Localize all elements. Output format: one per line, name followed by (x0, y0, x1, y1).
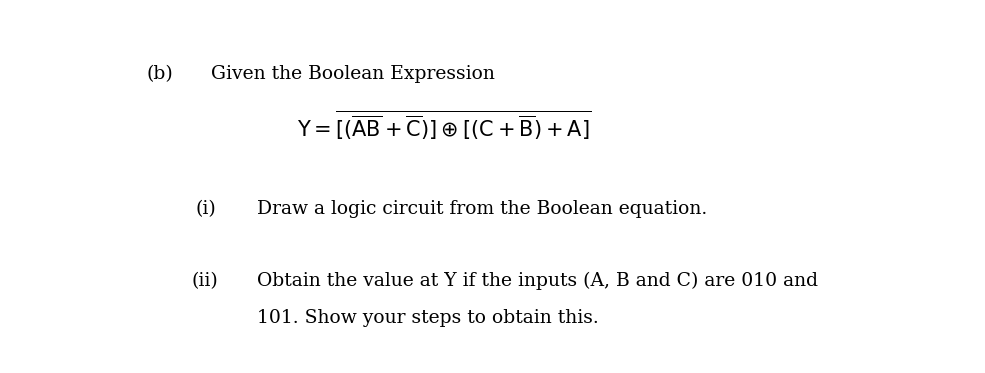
Text: Draw a logic circuit from the Boolean equation.: Draw a logic circuit from the Boolean eq… (257, 200, 707, 218)
Text: (ii): (ii) (192, 272, 219, 290)
Text: $\mathrm{Y=\overline{[(\overline{AB}+\overline{C})]\oplus[(C+\overline{B})+A]}}$: $\mathrm{Y=\overline{[(\overline{AB}+\ov… (296, 109, 591, 142)
Text: Obtain the value at Y if the inputs (A, B and C) are 010 and: Obtain the value at Y if the inputs (A, … (257, 272, 818, 290)
Text: (b): (b) (146, 65, 172, 83)
Text: (i): (i) (196, 200, 217, 218)
Text: Given the Boolean Expression: Given the Boolean Expression (211, 65, 494, 83)
Text: 101. Show your steps to obtain this.: 101. Show your steps to obtain this. (257, 309, 599, 327)
